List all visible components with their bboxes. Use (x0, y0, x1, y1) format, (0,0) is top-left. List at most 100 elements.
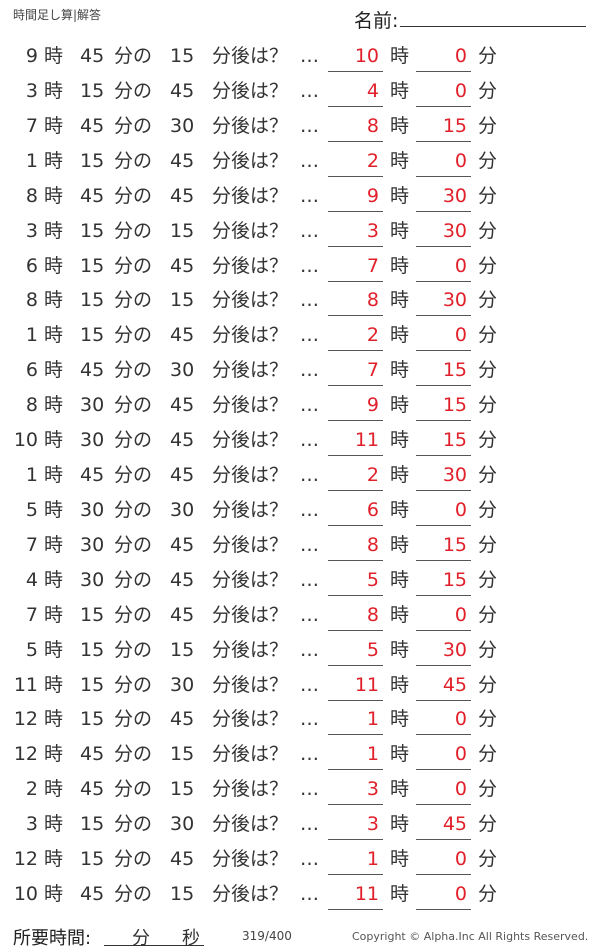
question-label: 分後は？ (212, 708, 289, 731)
problem-row: 8 時 30 分の 45 分後は？… 9 時 15 分 (0, 393, 600, 427)
answer-hour-field[interactable]: 11 (328, 428, 383, 457)
answer-minute-field[interactable]: 0 (416, 603, 471, 631)
ellipsis: … (300, 813, 319, 836)
added-minutes: 15 (170, 219, 195, 242)
answer-hour-field[interactable]: 4 (328, 79, 383, 107)
answer-minute-label: 分 (478, 533, 498, 556)
added-minutes: 30 (170, 673, 195, 696)
answer-hour: 9 (366, 184, 379, 207)
time-required-field[interactable]: 分 秒 (104, 924, 204, 949)
answer-hour: 11 (354, 883, 379, 906)
answer-minute-field[interactable]: 0 (416, 742, 471, 771)
answer-minute-field[interactable]: 15 (416, 568, 471, 596)
answer-hour-label: 時 (390, 743, 410, 766)
answer-minute-field[interactable]: 0 (416, 882, 471, 911)
answer-minute: 0 (454, 743, 467, 766)
answer-minute-field[interactable]: 15 (416, 393, 471, 422)
answer-hour-field[interactable]: 9 (328, 393, 383, 422)
start-hour: 6 (25, 254, 38, 277)
answer-hour-field[interactable]: 2 (328, 463, 383, 492)
min-of-label: 分の (114, 184, 153, 207)
answer-minute-field[interactable]: 15 (416, 358, 471, 387)
answer-minute-field[interactable]: 30 (416, 463, 471, 492)
answer-minute-field[interactable]: 0 (416, 323, 471, 352)
answer-hour-field[interactable]: 3 (328, 812, 383, 841)
problem-row: 3 時 15 分の 45 分後は？… 4 時 0 分 (0, 79, 600, 113)
question-label: 分後は？ (212, 673, 289, 696)
answer-minute-field[interactable]: 30 (416, 219, 471, 247)
answer-hour-field[interactable]: 5 (328, 568, 383, 596)
hour-label: 時 (44, 359, 64, 382)
ellipsis: … (300, 883, 319, 906)
answer-minute-label: 分 (478, 673, 498, 696)
answer-minute-field[interactable]: 0 (416, 498, 471, 526)
answer-minute-field[interactable]: 15 (416, 114, 471, 142)
question-label: 分後は？ (212, 429, 289, 452)
answer-hour-field[interactable]: 9 (328, 184, 383, 212)
answer-hour-field[interactable]: 3 (328, 219, 383, 247)
answer-minute-field[interactable]: 0 (416, 707, 471, 736)
question-label: 分後は？ (212, 254, 289, 277)
answer-minute-field[interactable]: 30 (416, 184, 471, 212)
min-of-label: 分の (114, 673, 153, 696)
answer-hour-field[interactable]: 11 (328, 673, 383, 701)
answer-minute: 30 (442, 638, 467, 661)
question-label: 分後は？ (212, 813, 289, 836)
answer-hour-field[interactable]: 2 (328, 323, 383, 352)
answer-hour-field[interactable]: 1 (328, 847, 383, 876)
hour-label: 時 (44, 184, 64, 207)
answer-minute-field[interactable]: 0 (416, 44, 471, 72)
answer-hour-field[interactable]: 7 (328, 254, 383, 282)
answer-hour-field[interactable]: 10 (328, 44, 383, 72)
problem-row: 12 時 15 分の 45 分後は？… 1 時 0 分 (0, 847, 600, 881)
answer-hour: 8 (366, 289, 379, 312)
start-hour: 3 (25, 79, 38, 102)
answer-hour-field[interactable]: 11 (328, 882, 383, 911)
answer-minute-field[interactable]: 45 (416, 673, 471, 701)
answer-minute-field[interactable]: 0 (416, 254, 471, 282)
answer-minute-field[interactable]: 30 (416, 288, 471, 317)
answer-hour-field[interactable]: 8 (328, 603, 383, 631)
answer-minute-field[interactable]: 0 (416, 79, 471, 107)
answer-minute-label: 分 (478, 603, 498, 626)
answer-hour-field[interactable]: 6 (328, 498, 383, 526)
answer-hour-field[interactable]: 3 (328, 777, 383, 806)
answer-hour-field[interactable]: 8 (328, 533, 383, 561)
start-minute: 15 (80, 813, 105, 836)
hour-label: 時 (44, 883, 64, 906)
name-label: 名前: (354, 10, 399, 32)
answer-hour-label: 時 (390, 813, 410, 836)
answer-hour-label: 時 (390, 464, 410, 487)
answer-minute: 0 (454, 498, 467, 521)
answer-hour-field[interactable]: 1 (328, 707, 383, 736)
answer-minute-label: 分 (478, 79, 498, 102)
answer-minute-field[interactable]: 0 (416, 847, 471, 876)
answer-minute: 15 (442, 114, 467, 137)
answer-minute-field[interactable]: 30 (416, 638, 471, 666)
hour-label: 時 (44, 219, 64, 242)
answer-hour-field[interactable]: 8 (328, 114, 383, 142)
question-label: 分後は？ (212, 743, 289, 766)
answer-hour-label: 時 (390, 149, 410, 172)
answer-minute-field[interactable]: 0 (416, 777, 471, 806)
answer-hour-label: 時 (390, 324, 410, 347)
answer-minute-field[interactable]: 45 (416, 812, 471, 841)
ellipsis: … (300, 219, 319, 242)
name-field[interactable] (400, 26, 586, 27)
answer-hour-label: 時 (390, 708, 410, 731)
answer-hour-field[interactable]: 2 (328, 149, 383, 177)
answer-minute-label: 分 (478, 848, 498, 871)
answer-hour-field[interactable]: 1 (328, 742, 383, 771)
answer-hour-field[interactable]: 7 (328, 358, 383, 387)
question-label: 分後は？ (212, 568, 289, 591)
answer-minute-field[interactable]: 15 (416, 428, 471, 457)
start-minute: 15 (80, 149, 105, 172)
hour-label: 時 (44, 708, 64, 731)
seconds-unit: 秒 (182, 928, 200, 949)
answer-minute-field[interactable]: 15 (416, 533, 471, 561)
start-hour: 9 (25, 45, 38, 67)
answer-minute-field[interactable]: 0 (416, 149, 471, 177)
answer-hour-field[interactable]: 8 (328, 288, 383, 317)
answer-hour-field[interactable]: 5 (328, 638, 383, 666)
start-hour: 10 (13, 429, 38, 452)
